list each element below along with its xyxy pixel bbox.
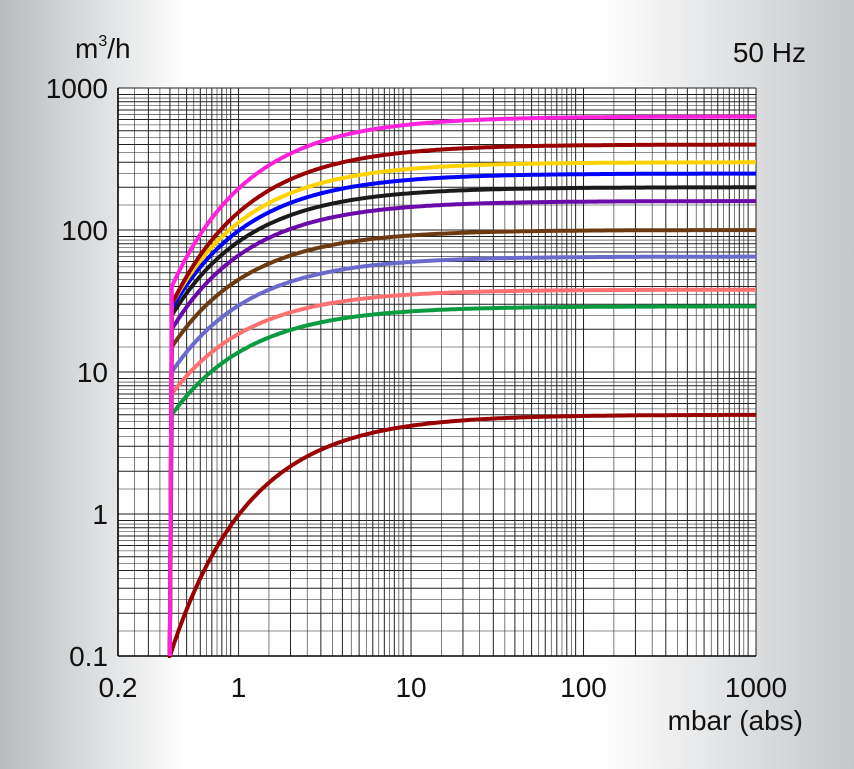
x-tick-label: 100 <box>560 672 607 703</box>
x-tick-label: 0.2 <box>99 672 138 703</box>
series-curve <box>167 287 756 657</box>
y-tick-label: 1000 <box>46 73 108 104</box>
y-tick-label: 10 <box>77 357 108 388</box>
series-curve <box>167 412 756 658</box>
y-tick-label: 0.1 <box>69 641 108 672</box>
series-curve <box>167 304 756 657</box>
series-curve <box>167 142 756 657</box>
series-curve <box>167 114 756 657</box>
x-axis-label: mbar (abs) <box>667 705 803 736</box>
y-axis-unit-label: m3/h <box>75 32 131 64</box>
series-curve <box>167 171 756 657</box>
series-curve <box>167 185 756 657</box>
frequency-label: 50 Hz <box>732 37 806 68</box>
y-tick-label: 1 <box>92 499 108 530</box>
series-curve <box>167 160 756 657</box>
x-tick-label: 1000 <box>725 672 787 703</box>
x-tick-label: 10 <box>395 672 426 703</box>
y-tick-label: 100 <box>61 215 108 246</box>
series-curve <box>167 254 756 657</box>
series-curve <box>167 228 756 657</box>
series-curve <box>167 199 756 657</box>
x-tick-label: 1 <box>231 672 247 703</box>
